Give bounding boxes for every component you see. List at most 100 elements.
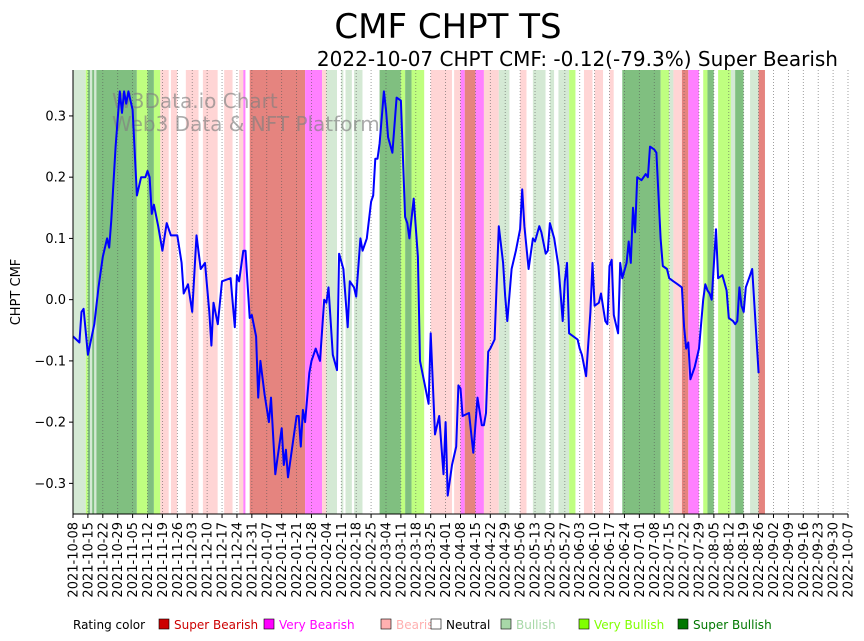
x-tick-label: 2022-04-08 bbox=[454, 522, 469, 598]
x-tick-label: 2021-11-26 bbox=[171, 522, 186, 598]
band-sbull bbox=[92, 70, 95, 514]
band-vbear bbox=[688, 70, 699, 514]
x-tick-label: 2022-05-20 bbox=[543, 522, 558, 598]
band-bull bbox=[549, 70, 555, 514]
legend-item-label: Neutral bbox=[446, 618, 490, 632]
band-vbull bbox=[718, 70, 731, 514]
band-neutral bbox=[168, 70, 171, 514]
x-tick-label: 2021-11-05 bbox=[126, 522, 141, 598]
band-neutral bbox=[424, 70, 431, 514]
legend-item-label: Very Bearish bbox=[279, 618, 355, 632]
band-neutral bbox=[526, 70, 533, 514]
band-sbear bbox=[249, 70, 306, 514]
y-tick-label: −0.2 bbox=[34, 416, 66, 431]
legend-swatch bbox=[430, 618, 442, 630]
band-bull bbox=[90, 70, 93, 514]
x-tick-label: 2022-07-29 bbox=[692, 522, 707, 598]
band-neutral bbox=[198, 70, 203, 514]
x-tick-label: 2022-06-03 bbox=[573, 522, 588, 598]
band-neutral bbox=[743, 70, 751, 514]
x-tick-label: 2022-03-18 bbox=[409, 522, 424, 598]
band-bear bbox=[322, 70, 327, 514]
y-tick-label: −0.3 bbox=[34, 477, 66, 492]
band-vbear bbox=[475, 70, 484, 514]
x-tick-label: 2021-12-17 bbox=[216, 522, 231, 598]
legend-item-label: Super Bearish bbox=[174, 618, 258, 632]
band-bull bbox=[341, 70, 344, 514]
legend-item-label: Very Bullish bbox=[594, 618, 664, 632]
band-bear bbox=[170, 70, 178, 514]
x-tick-label: 2022-02-25 bbox=[365, 522, 380, 598]
y-tick-label: 0.2 bbox=[45, 171, 66, 186]
x-tick-label: 2022-09-16 bbox=[797, 522, 812, 598]
x-tick-label: 2022-09-30 bbox=[827, 522, 842, 598]
band-sbear bbox=[681, 70, 689, 514]
legend-swatch bbox=[263, 618, 275, 630]
band-bull bbox=[669, 70, 674, 514]
band-vbear bbox=[243, 70, 246, 514]
band-bear bbox=[239, 70, 244, 514]
x-tick-label: 2021-12-10 bbox=[201, 522, 216, 598]
y-axis-ticks: −0.3 −0.2 −0.1 0.0 0.1 0.2 0.3 bbox=[34, 109, 73, 492]
legend-item-label: Bearish bbox=[396, 618, 441, 632]
x-tick-label: 2021-10-29 bbox=[111, 522, 126, 598]
x-tick-label: 2022-03-11 bbox=[394, 522, 409, 598]
chart-title: CMF CHPT TS bbox=[334, 7, 561, 47]
band-sbear bbox=[758, 70, 765, 514]
x-tick-label: 2022-03-04 bbox=[379, 522, 394, 598]
x-tick-label: 2022-04-01 bbox=[439, 522, 454, 598]
band-bear bbox=[224, 70, 233, 514]
chart-subtitle: 2022-10-07 CHPT CMF: -0.12(-79.3%) Super… bbox=[317, 47, 838, 71]
band-vbull bbox=[569, 70, 576, 514]
band-sbull bbox=[379, 70, 401, 514]
band-neutral bbox=[613, 70, 623, 514]
x-tick-label: 2022-06-24 bbox=[618, 522, 633, 598]
x-tick-label: 2021-12-31 bbox=[245, 522, 260, 598]
x-tick-label: 2022-01-14 bbox=[275, 522, 290, 598]
x-tick-label: 2021-10-22 bbox=[96, 522, 111, 598]
legend-item-label: Super Bullish bbox=[693, 618, 772, 632]
band-bear bbox=[594, 70, 604, 514]
x-tick-label: 2022-02-11 bbox=[335, 522, 350, 598]
band-neutral bbox=[545, 70, 550, 514]
band-bear bbox=[673, 70, 682, 514]
x-tick-label: 2022-07-01 bbox=[633, 522, 648, 598]
band-neutral bbox=[554, 70, 559, 514]
band-neutral bbox=[177, 70, 186, 514]
x-tick-label: 2022-05-27 bbox=[558, 522, 573, 598]
band-bull bbox=[730, 70, 736, 514]
watermark-line-2: Web3 Data & NFT Platform bbox=[112, 112, 380, 136]
x-tick-label: 2022-04-22 bbox=[484, 522, 499, 598]
x-tick-label: 2022-09-02 bbox=[767, 522, 782, 598]
rating-legend: Rating color Super Bearish Very Bearish Be… bbox=[73, 618, 772, 632]
x-tick-label: 2021-12-03 bbox=[186, 522, 201, 598]
legend-swatch bbox=[578, 618, 590, 630]
legend-swatch bbox=[380, 618, 392, 630]
band-vbull bbox=[153, 70, 161, 514]
x-tick-label: 2022-04-29 bbox=[499, 522, 514, 598]
band-vbull bbox=[136, 70, 148, 514]
x-tick-label: 2022-06-10 bbox=[588, 522, 603, 598]
x-tick-label: 2022-05-06 bbox=[514, 522, 529, 598]
band-bull bbox=[326, 70, 338, 514]
x-tick-label: 2021-11-12 bbox=[141, 522, 156, 598]
band-vbull bbox=[85, 70, 88, 514]
x-tick-label: 2022-01-28 bbox=[305, 522, 320, 598]
x-tick-label: 2022-09-23 bbox=[812, 522, 827, 598]
x-tick-label: 2022-03-25 bbox=[424, 522, 439, 598]
x-tick-label: 2022-10-07 bbox=[842, 522, 857, 598]
band-sbull bbox=[87, 70, 91, 514]
band-bear bbox=[609, 70, 614, 514]
band-sbull bbox=[707, 70, 714, 514]
band-vbear bbox=[460, 70, 465, 514]
band-bear bbox=[483, 70, 499, 514]
band-vbull bbox=[703, 70, 708, 514]
band-sbull bbox=[405, 70, 412, 514]
x-tick-label: 2022-01-21 bbox=[290, 522, 305, 598]
x-tick-label: 2022-02-04 bbox=[320, 522, 335, 598]
x-tick-label: 2022-02-18 bbox=[350, 522, 365, 598]
x-tick-label: 2022-01-07 bbox=[260, 522, 275, 598]
band-vbear bbox=[305, 70, 323, 514]
y-tick-label: 0.3 bbox=[45, 109, 66, 124]
